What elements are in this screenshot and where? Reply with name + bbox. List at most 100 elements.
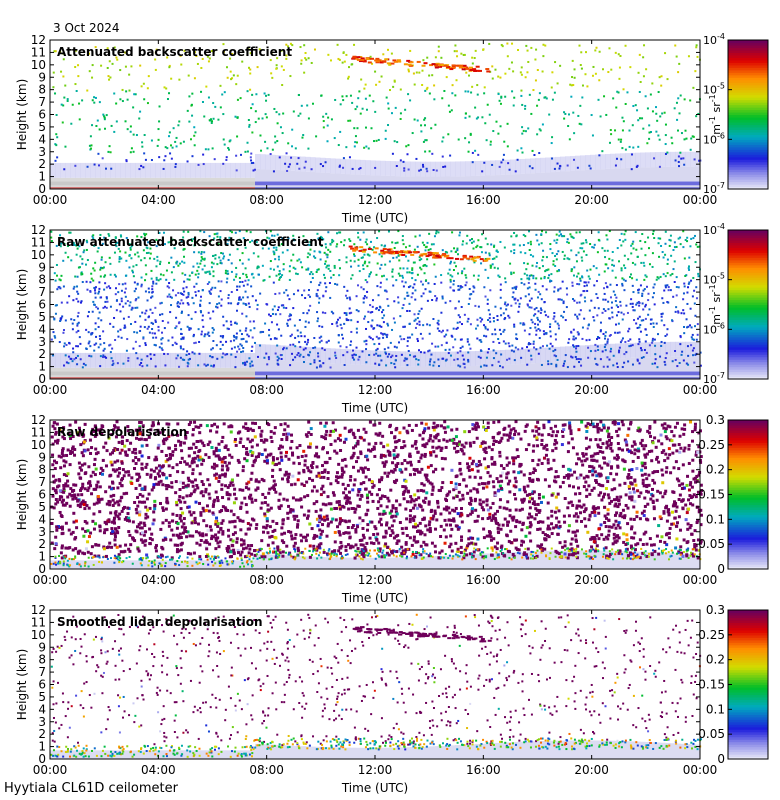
y-tick-label: 9 xyxy=(38,640,46,654)
x-tick-label: 16:00 xyxy=(466,573,501,587)
colorbar-tick-label: 10-5 xyxy=(703,272,725,287)
colorbar: 10-4 10-5 10-6 10-7 m-1 sr-1 xyxy=(703,32,769,196)
colorbar-tick-label: 10-7 xyxy=(703,181,725,196)
colorbar-tick-label: 0 xyxy=(717,562,725,576)
date-label: 3 Oct 2024 xyxy=(53,21,120,35)
colorbar-tick-label: 0.2 xyxy=(706,653,725,667)
y-tick-label: 7 xyxy=(38,665,46,679)
y-tick-label: 10 xyxy=(31,628,46,642)
x-tick-label: 00:00 xyxy=(33,763,68,777)
y-tick-label: 11 xyxy=(31,425,46,439)
y-tick-label: 12 xyxy=(31,603,46,617)
panel-1: Attenuated backscatter coefficient012345… xyxy=(15,32,769,225)
colorbar: 10-4 10-5 10-6 10-7 m-1 sr-1 xyxy=(703,222,769,386)
x-tick-label: 12:00 xyxy=(358,193,393,207)
y-tick-label: 5 xyxy=(38,500,46,514)
heatmap-field xyxy=(50,42,702,189)
colorbar-tick-label: 10-6 xyxy=(703,321,725,336)
y-tick-label: 7 xyxy=(38,475,46,489)
y-tick-label: 12 xyxy=(31,413,46,427)
x-tick-label: 00:00 xyxy=(33,193,68,207)
y-tick-label: 0 xyxy=(38,752,46,766)
colorbar-tick-label: 10-6 xyxy=(703,131,725,146)
x-tick-label: 12:00 xyxy=(358,763,393,777)
colorbar-tick-label: 10-5 xyxy=(703,82,725,97)
y-axis-label: Height (km) xyxy=(15,79,29,150)
y-tick-label: 1 xyxy=(38,170,46,184)
x-tick-label: 12:00 xyxy=(358,383,393,397)
x-axis-label: Time (UTC) xyxy=(341,401,408,415)
y-tick-label: 3 xyxy=(38,525,46,539)
colorbar-tick-label: 10-7 xyxy=(703,371,725,386)
heatmap-field xyxy=(50,420,703,569)
y-tick-label: 6 xyxy=(38,108,46,122)
y-tick-label: 12 xyxy=(31,33,46,47)
y-tick-label: 10 xyxy=(31,248,46,262)
x-tick-label: 00:00 xyxy=(33,573,68,587)
y-tick-label: 4 xyxy=(38,132,46,146)
panel-title: Attenuated backscatter coefficient xyxy=(57,45,292,59)
y-tick-label: 11 xyxy=(31,235,46,249)
x-axis-label: Time (UTC) xyxy=(341,591,408,605)
y-tick-label: 3 xyxy=(38,715,46,729)
panel-3: Raw depolarisation0123456789101112Height… xyxy=(15,413,769,605)
y-tick-label: 8 xyxy=(38,83,46,97)
x-tick-label: 08:00 xyxy=(249,573,284,587)
y-tick-label: 6 xyxy=(38,298,46,312)
x-tick-label: 12:00 xyxy=(358,573,393,587)
x-tick-label: 20:00 xyxy=(574,193,609,207)
y-tick-label: 0 xyxy=(38,372,46,386)
panel-4: Smoothed lidar depolarisation01234567891… xyxy=(15,603,769,795)
y-tick-label: 1 xyxy=(38,550,46,564)
colorbar-tick-label: 0.05 xyxy=(698,727,725,741)
y-tick-label: 2 xyxy=(38,727,46,741)
colorbar-tick-label: 10-4 xyxy=(703,222,725,237)
x-tick-label: 16:00 xyxy=(466,193,501,207)
colorbar-tick-label: 0.2 xyxy=(706,463,725,477)
plot-area xyxy=(50,610,700,759)
y-tick-label: 2 xyxy=(38,537,46,551)
colorbar-tick-label: 0.1 xyxy=(706,512,725,526)
heatmap-field xyxy=(50,230,702,379)
y-tick-label: 1 xyxy=(38,740,46,754)
y-tick-label: 10 xyxy=(31,58,46,72)
x-tick-label: 00:00 xyxy=(683,763,718,777)
colorbar-tick-label: 0.1 xyxy=(706,702,725,716)
colorbar-tick-label: 0.25 xyxy=(698,628,725,642)
y-tick-label: 8 xyxy=(38,273,46,287)
colorbar: 0.3 0.25 0.2 0.15 0.1 0.05 0 xyxy=(698,413,769,576)
y-tick-label: 2 xyxy=(38,347,46,361)
y-tick-label: 9 xyxy=(38,70,46,84)
site-label: Hyytiala CL61D ceilometer xyxy=(4,781,178,796)
y-axis-label: Height (km) xyxy=(15,649,29,720)
y-tick-label: 9 xyxy=(38,260,46,274)
x-tick-label: 04:00 xyxy=(141,193,176,207)
colorbar-tick-label: 0.15 xyxy=(698,488,725,502)
x-tick-label: 20:00 xyxy=(574,383,609,397)
y-tick-label: 5 xyxy=(38,310,46,324)
colorbar-tick-label: 0.25 xyxy=(698,438,725,452)
x-tick-label: 20:00 xyxy=(574,763,609,777)
colorbar-tick-label: 0.3 xyxy=(706,413,725,427)
x-tick-label: 00:00 xyxy=(683,573,718,587)
x-tick-label: 00:00 xyxy=(33,383,68,397)
y-tick-label: 6 xyxy=(38,488,46,502)
y-tick-label: 4 xyxy=(38,512,46,526)
x-tick-label: 00:00 xyxy=(683,383,718,397)
panel-2: Raw attenuated backscatter coefficient01… xyxy=(15,222,769,415)
colorbar-unit: m-1 sr-1 xyxy=(708,284,723,324)
panel-title: Raw depolarisation xyxy=(57,425,187,439)
colorbar-tick-label: 10-4 xyxy=(703,32,725,47)
y-tick-label: 5 xyxy=(38,120,46,134)
panel-title: Smoothed lidar depolarisation xyxy=(57,615,263,629)
x-tick-label: 08:00 xyxy=(249,383,284,397)
y-tick-label: 1 xyxy=(38,360,46,374)
x-tick-label: 08:00 xyxy=(249,763,284,777)
x-tick-label: 16:00 xyxy=(466,383,501,397)
y-tick-label: 7 xyxy=(38,285,46,299)
y-tick-label: 3 xyxy=(38,335,46,349)
y-tick-label: 3 xyxy=(38,145,46,159)
y-tick-label: 10 xyxy=(31,438,46,452)
